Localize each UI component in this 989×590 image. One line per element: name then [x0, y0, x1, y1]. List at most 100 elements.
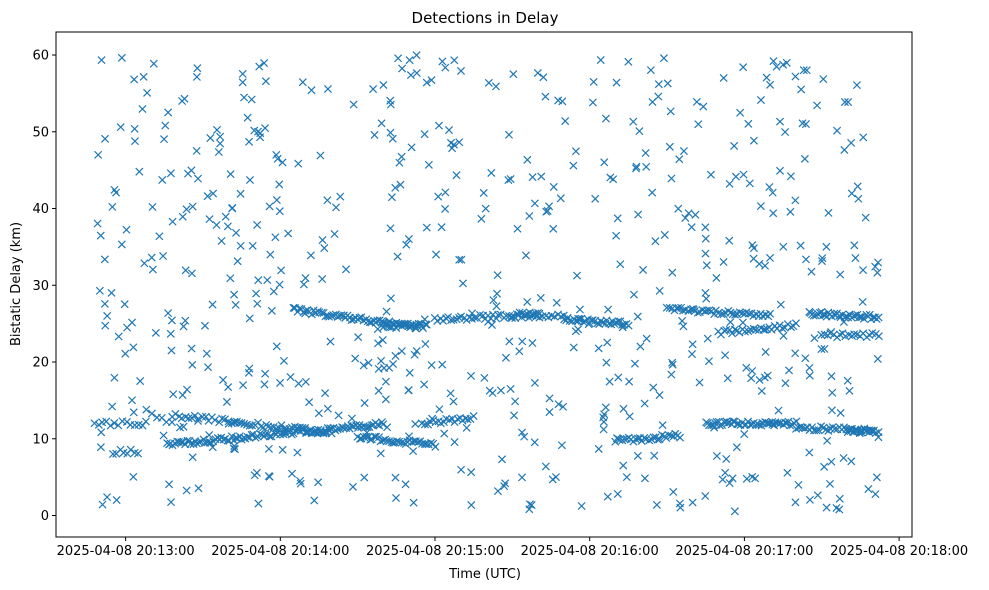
data-point: [822, 503, 831, 512]
data-point: [269, 287, 278, 296]
data-point: [769, 209, 778, 218]
data-point: [718, 475, 727, 484]
data-point: [206, 134, 215, 143]
data-point: [492, 302, 501, 311]
data-point: [479, 188, 488, 197]
data-point: [324, 312, 333, 321]
x-tick-label: 2025-04-08 20:13:00: [57, 544, 195, 559]
data-point: [467, 468, 476, 477]
data-point: [100, 134, 110, 143]
data-point: [254, 276, 263, 285]
data-point: [655, 286, 664, 295]
data-point: [642, 162, 651, 171]
data-point: [98, 500, 107, 509]
data-point: [228, 203, 237, 212]
data-point: [236, 241, 245, 250]
data-point: [574, 314, 583, 323]
data-point: [138, 104, 147, 114]
data-point: [504, 176, 513, 185]
data-point: [489, 296, 498, 305]
data-point: [584, 320, 593, 329]
data-point: [484, 317, 493, 326]
data-point: [648, 97, 657, 107]
data-point: [658, 421, 667, 430]
data-point: [667, 370, 676, 379]
data-point: [181, 316, 190, 325]
data-point: [494, 310, 503, 320]
data-point: [243, 433, 252, 442]
data-point: [691, 210, 700, 219]
data-point: [167, 316, 176, 325]
data-point: [650, 451, 659, 460]
data-point: [108, 402, 117, 411]
data-point: [276, 378, 285, 387]
data-point: [382, 307, 391, 316]
data-point: [301, 306, 310, 315]
data-point: [843, 376, 852, 385]
data-point: [640, 474, 649, 483]
data-point: [261, 430, 270, 439]
data-point: [847, 189, 856, 198]
data-point: [306, 251, 315, 260]
data-point: [579, 317, 588, 327]
data-point: [261, 369, 270, 378]
data-point: [394, 319, 403, 328]
y-tick-label: 20: [32, 356, 49, 371]
data-point: [366, 435, 375, 444]
data-point: [712, 452, 721, 461]
data-point: [394, 54, 403, 63]
data-point: [701, 491, 710, 501]
data-point: [457, 255, 466, 264]
data-point: [575, 315, 584, 324]
data-point: [600, 158, 609, 167]
data-point: [281, 427, 290, 436]
data-point: [530, 378, 539, 387]
data-point: [455, 138, 464, 147]
data-point: [668, 358, 677, 367]
data-point: [205, 431, 214, 440]
data-point: [674, 204, 683, 213]
data-point: [362, 428, 371, 437]
data-point: [518, 337, 527, 346]
data-point: [533, 68, 542, 78]
data-point: [605, 377, 614, 386]
data-point: [820, 344, 829, 353]
data-point: [828, 388, 837, 397]
data-point: [380, 364, 389, 373]
data-point: [217, 236, 226, 245]
data-point: [110, 373, 119, 382]
data-point: [719, 73, 728, 83]
data-point: [493, 289, 502, 298]
data-point: [209, 189, 218, 198]
data-point: [687, 223, 696, 232]
data-point: [456, 66, 466, 75]
data-point: [484, 78, 493, 87]
data-point: [376, 449, 385, 458]
data-point: [347, 316, 356, 325]
data-point: [159, 431, 168, 440]
data-point: [433, 316, 442, 325]
data-point: [634, 210, 643, 219]
data-point: [693, 308, 702, 317]
data-point: [600, 410, 609, 419]
data-point: [216, 132, 225, 141]
data-point: [457, 465, 466, 474]
data-point: [813, 491, 822, 500]
data-point: [245, 364, 254, 373]
data-point: [93, 219, 102, 228]
data-point: [663, 79, 672, 88]
data-point: [756, 96, 766, 105]
data-point: [501, 479, 510, 488]
data-point: [275, 180, 284, 189]
data-point: [369, 85, 378, 94]
data-point: [294, 379, 303, 388]
data-point: [278, 445, 287, 454]
data-point: [450, 438, 459, 447]
data-point: [776, 166, 785, 175]
data-point: [669, 487, 678, 496]
data-point: [140, 259, 149, 268]
data-point: [434, 121, 444, 130]
data-point: [689, 305, 698, 314]
data-point: [337, 311, 346, 320]
data-point: [129, 472, 138, 481]
